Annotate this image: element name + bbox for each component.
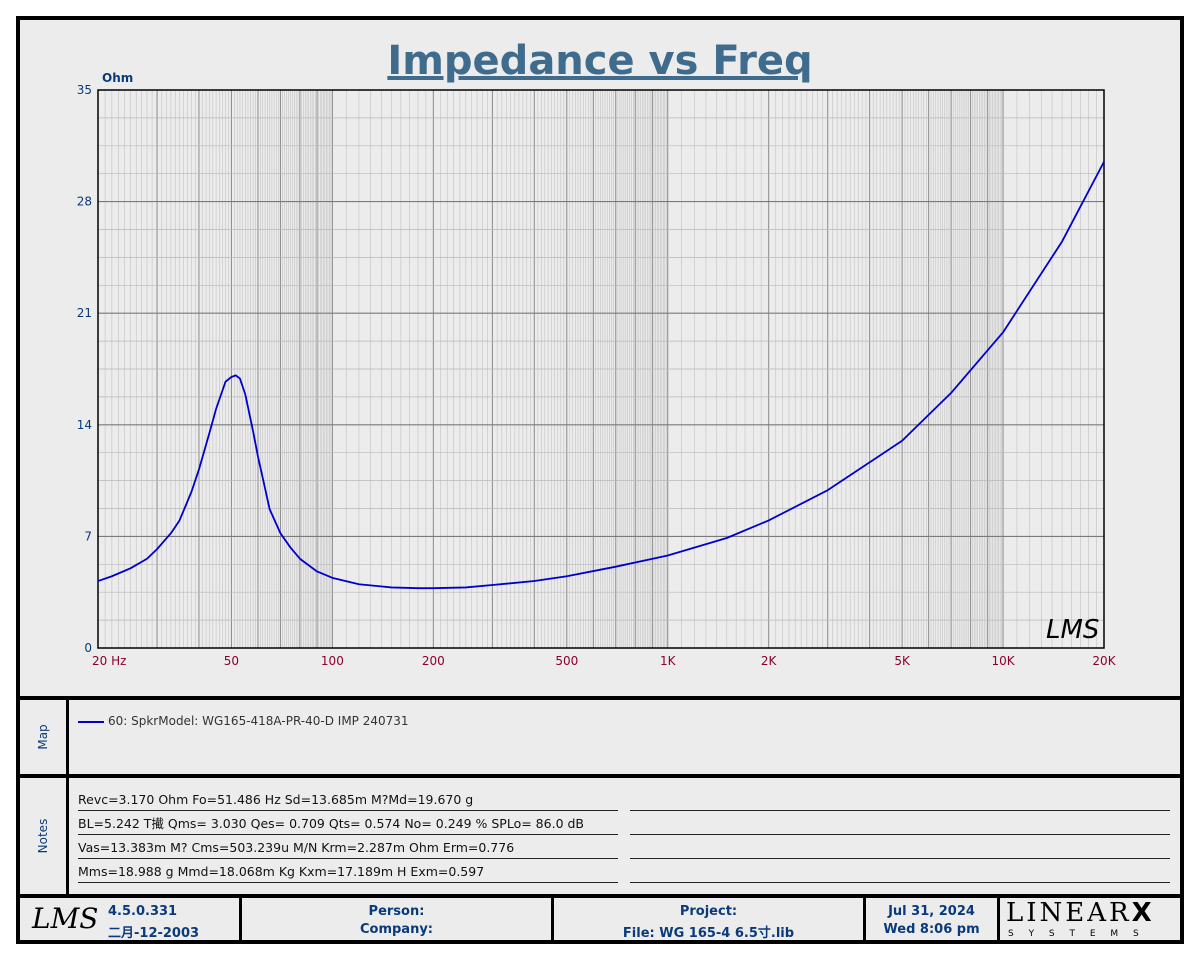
note-blank-2 [630,812,1170,835]
x-tick-label-3: 200 [422,654,445,668]
y-tick-label-1: 7 [84,529,92,543]
impedance-chart: Impedance vs Freq Ohm 0 7 14 21 28 35 20 Hz 50… [77,38,1117,668]
map-legend-entry: 60: SpkrModel: WG165-418A-PR-40-D IMP 24… [78,714,409,728]
map-side-label: Map [20,700,69,774]
series-line-0 [97,161,1105,590]
x-tick-label-9: 20K [1092,654,1116,668]
x-tick-label-5: 1K [660,654,677,668]
x-tick-label-2: 100 [321,654,344,668]
note-line-3: Vas=13.383m M? Cms=503.239u M/N Krm=2.28… [78,836,618,859]
footer-person-cell: Person: Company: [242,898,554,944]
company-label: Company: [359,922,434,937]
footer-logo: LMS [32,902,99,935]
grid-layer [98,89,1104,649]
legend-text: 60: SpkrModel: WG165-418A-PR-40-D IMP 24… [108,714,409,728]
footer-date: Jul 31, 2024 [888,904,975,919]
file-label: File: WG 165-4 6.5寸.lib [622,926,795,941]
footer-version-cell: LMS 4.5.0.331 二月-12-2003 [20,898,242,944]
footer-version: 4.5.0.331 [108,904,178,919]
note-line-2: BL=5.242 T擮 Qms= 3.030 Qes= 0.709 Qts= 0… [78,812,618,835]
notes-side-label: Notes [20,778,69,894]
chart-watermark: LMS [1046,615,1099,645]
y-tick-label-4: 28 [77,195,92,209]
plot-border [97,89,1105,649]
brand-text: LINEAR [1006,898,1132,928]
x-tick-label-4: 500 [555,654,578,668]
brand-sub: S Y S T E M S [1008,929,1145,939]
x-tick-label-0: 20 Hz [92,654,126,668]
notes-panel: Notes Revc=3.170 Ohm Fo=51.486 Hz Sd=13.… [20,774,1180,894]
footer-project-cell: Project: File: WG 165-4 6.5寸.lib [554,898,866,944]
window-frame: Impedance vs Freq Ohm 0 7 14 21 28 35 20 Hz 50… [16,16,1184,944]
x-tick-label-8: 10K [991,654,1015,668]
note-blank-3 [630,836,1170,859]
notes-label: Notes [36,818,50,854]
footer-date-cell: Jul 31, 2024 Wed 8:06 pm [866,898,1000,944]
map-panel: Map 60: SpkrModel: WG165-418A-PR-40-D IM… [20,696,1180,774]
footer-version-date: 二月-12-2003 [108,926,200,941]
x-tick-labels: 20 Hz 50 100 200 500 1K 2K 5K 10K 20K [92,654,1117,668]
footer-time: Wed 8:06 pm [883,922,980,937]
y-tick-label-3: 21 [77,306,92,320]
note-line-4: Mms=18.988 g Mmd=18.068m Kg Kxm=17.189m … [78,860,618,883]
y-axis-label: Ohm [102,71,133,85]
x-tick-label-7: 5K [894,654,911,668]
y-tick-labels: 0 7 14 21 28 35 [77,83,92,655]
x-tick-label-6: 2K [761,654,778,668]
y-tick-label-0: 0 [84,641,92,655]
note-blank-4 [630,860,1170,883]
series-layer [97,161,1105,590]
x-tick-label-1: 50 [224,654,239,668]
note-line-1: Revc=3.170 Ohm Fo=51.486 Hz Sd=13.685m M… [78,788,618,811]
person-label: Person: [368,904,425,919]
y-tick-label-2: 14 [77,418,92,432]
footer-brand-cell: LINEARX S Y S T E M S [1000,898,1180,944]
legend-swatch [78,720,104,723]
y-tick-label-5: 35 [77,83,92,97]
footer: LMS 4.5.0.331 二月-12-2003 Person: Company… [20,894,1180,944]
brand-x: X [1131,898,1155,928]
brand-logo: LINEARX [1006,898,1155,928]
chart-title: Impedance vs Freq [387,38,812,84]
map-label: Map [36,724,50,750]
note-blank-1 [630,788,1170,811]
chart-area: Impedance vs Freq Ohm 0 7 14 21 28 35 20 Hz 50… [20,20,1180,696]
project-label: Project: [679,904,738,919]
